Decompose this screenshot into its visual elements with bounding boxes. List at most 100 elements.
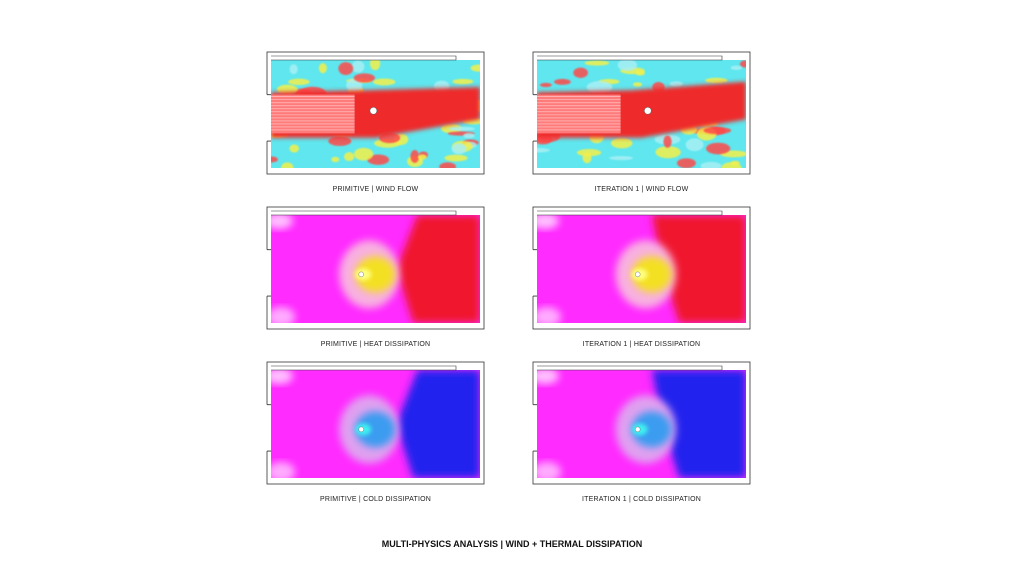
corner-wash <box>271 370 293 384</box>
wall <box>533 249 537 297</box>
obstacle <box>369 107 378 115</box>
inlet-gap <box>266 249 271 297</box>
eddy <box>676 158 696 168</box>
inlet <box>537 94 621 134</box>
eddy <box>328 136 352 146</box>
eddy <box>351 60 365 73</box>
eddy <box>584 60 610 66</box>
notch <box>537 365 723 371</box>
wall <box>267 94 271 142</box>
inlet <box>271 94 355 134</box>
far-zone <box>396 215 480 323</box>
simulation-panel: ITERATION 1 | COLD DISSIPATION <box>532 361 751 503</box>
corner-wash <box>271 215 293 229</box>
eddy <box>370 60 381 71</box>
eddy <box>331 156 340 163</box>
eddy <box>730 65 743 71</box>
board-title: MULTI-PHYSICS ANALYSIS | WIND + THERMAL … <box>382 539 642 549</box>
panel-caption: PRIMITIVE | COLD DISSIPATION <box>320 496 431 503</box>
panel-caption: PRIMITIVE | WIND FLOW <box>333 186 419 193</box>
eddy <box>288 78 310 86</box>
field <box>271 370 480 478</box>
field <box>271 60 480 168</box>
eddy <box>343 152 355 162</box>
eddy <box>470 64 480 72</box>
eddy <box>452 78 474 85</box>
eddy <box>281 162 294 168</box>
eddy <box>700 161 722 168</box>
eddy <box>410 150 420 163</box>
panel-caption: PRIMITIVE | HEAT DISSIPATION <box>321 341 431 348</box>
eddy <box>663 135 672 148</box>
field <box>271 215 480 323</box>
eddy <box>610 138 633 149</box>
eddy <box>289 144 299 153</box>
eddy <box>417 154 427 160</box>
inlet-gap <box>266 404 271 452</box>
obstacle <box>644 107 652 115</box>
field <box>537 60 746 168</box>
inlet-gap <box>266 94 271 142</box>
eddy <box>705 77 728 84</box>
notch <box>271 365 457 371</box>
eddy <box>655 146 681 159</box>
inlet-gap <box>532 249 537 297</box>
far-zone <box>651 215 746 323</box>
simulation-panel: ITERATION 1 | HEAT DISSIPATION <box>532 206 751 348</box>
eddy <box>338 62 354 75</box>
eddy <box>669 81 684 87</box>
core <box>355 256 396 293</box>
simulation-panel: PRIMITIVE | COLD DISSIPATION <box>266 361 485 503</box>
eddy <box>617 60 638 72</box>
field <box>537 215 746 323</box>
eddy <box>448 126 476 131</box>
wall <box>267 404 271 452</box>
notch <box>271 55 457 61</box>
core <box>631 256 672 293</box>
eddy <box>367 154 390 165</box>
eddy <box>439 162 457 168</box>
corner-wash <box>271 462 295 478</box>
notch <box>271 210 457 216</box>
corner-wash <box>537 307 561 323</box>
eddy <box>706 142 731 155</box>
simulation-panel: PRIMITIVE | WIND FLOW <box>266 51 485 193</box>
eddy <box>721 162 742 168</box>
eddy <box>444 154 468 162</box>
wall <box>533 94 537 142</box>
simulation-panel: ITERATION 1 | WIND FLOW <box>532 51 751 193</box>
eddy <box>685 138 704 152</box>
far-zone <box>396 370 480 478</box>
eddy <box>271 156 278 163</box>
core <box>355 411 396 448</box>
eddy <box>703 126 732 135</box>
eddy <box>372 78 396 86</box>
eddy <box>573 67 588 78</box>
eddy <box>463 132 475 139</box>
notch <box>537 55 723 61</box>
corner-wash <box>537 370 559 384</box>
corner-wash <box>537 215 559 229</box>
inlet-gap <box>532 94 537 142</box>
eddy <box>739 60 746 68</box>
eddy <box>609 156 634 161</box>
simulation-panel: PRIMITIVE | HEAT DISSIPATION <box>266 206 485 348</box>
eddy <box>318 63 327 74</box>
inlet-gap <box>532 404 537 452</box>
eddy <box>586 81 613 94</box>
obstacle <box>358 426 364 433</box>
eddy <box>353 73 375 83</box>
notch <box>537 210 723 216</box>
eddy <box>537 148 551 153</box>
panel-caption: ITERATION 1 | COLD DISSIPATION <box>582 496 701 503</box>
eddy <box>539 82 552 88</box>
obstacle <box>634 271 641 278</box>
eddy <box>576 149 602 157</box>
field <box>537 370 746 478</box>
eddy <box>554 78 571 85</box>
eddy <box>632 82 643 87</box>
corner-wash <box>537 462 561 478</box>
core <box>631 411 672 448</box>
